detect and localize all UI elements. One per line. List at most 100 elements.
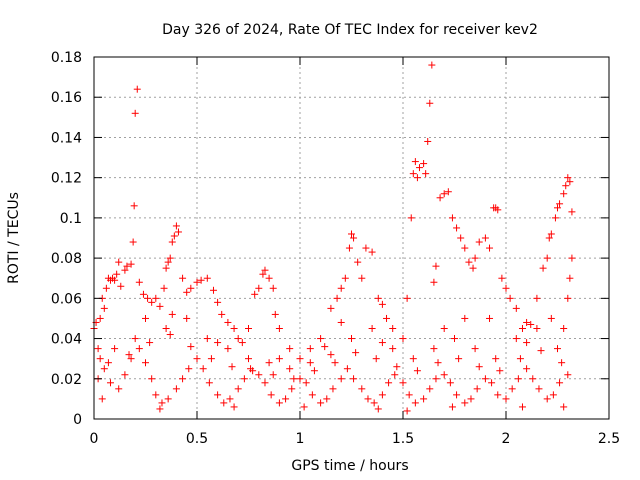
data-point	[275, 355, 283, 363]
data-point	[564, 174, 572, 182]
data-point	[547, 230, 555, 238]
plot-frame	[93, 56, 610, 420]
data-point	[302, 379, 310, 387]
data-point	[378, 391, 386, 399]
data-point	[566, 274, 574, 282]
data-point	[327, 304, 335, 312]
data-point	[358, 385, 366, 393]
data-point	[317, 335, 325, 343]
data-point	[564, 294, 572, 302]
data-point	[209, 286, 217, 294]
data-point	[337, 375, 345, 383]
data-point	[560, 325, 568, 332]
data-point	[240, 375, 248, 383]
data-point	[393, 363, 401, 371]
y-tick-label: 0.02	[51, 372, 82, 388]
data-point	[440, 190, 448, 198]
data-point	[121, 371, 129, 379]
data-point	[156, 302, 164, 310]
data-point	[129, 238, 137, 246]
data-point	[251, 290, 259, 298]
y-tick-label: 0.16	[51, 90, 82, 106]
data-point	[162, 325, 170, 332]
data-point	[135, 345, 143, 353]
data-point	[467, 395, 475, 403]
data-point	[230, 403, 238, 411]
data-point	[111, 345, 119, 353]
data-point	[275, 325, 283, 332]
x-tick-label: 1	[296, 431, 305, 447]
data-point	[368, 325, 376, 332]
data-point	[269, 371, 277, 379]
data-point	[391, 371, 399, 379]
data-point	[187, 343, 195, 351]
data-point	[183, 314, 191, 322]
data-point	[271, 310, 279, 318]
data-point	[455, 355, 463, 363]
data-point	[428, 61, 436, 69]
chart-title: Day 326 of 2024, Rate Of TEC Index for r…	[162, 22, 538, 38]
data-point	[562, 182, 570, 190]
data-point	[535, 385, 543, 393]
data-point	[199, 365, 207, 373]
data-point	[123, 262, 131, 270]
data-point	[290, 375, 298, 383]
data-point	[514, 375, 522, 383]
data-point	[350, 375, 358, 383]
data-point	[228, 363, 236, 371]
data-point	[286, 365, 294, 373]
data-point	[207, 355, 215, 363]
data-point	[267, 391, 275, 399]
data-point	[358, 274, 366, 282]
data-point	[131, 335, 139, 343]
data-point	[205, 379, 213, 387]
data-point	[430, 278, 438, 286]
data-point	[259, 270, 267, 278]
data-point	[461, 399, 469, 407]
data-point	[166, 254, 174, 262]
x-tick-label: 0.5	[186, 431, 208, 447]
data-point	[337, 284, 345, 292]
data-point	[164, 395, 172, 403]
data-point	[203, 274, 211, 282]
data-point	[551, 214, 559, 222]
data-point	[162, 264, 170, 272]
data-point	[364, 395, 372, 403]
data-point	[197, 276, 205, 284]
data-point	[440, 371, 448, 379]
data-point	[310, 367, 318, 375]
data-point	[451, 335, 458, 343]
data-point	[98, 395, 106, 403]
data-point	[564, 371, 572, 379]
data-point	[286, 345, 294, 353]
data-point	[457, 234, 465, 242]
data-point	[269, 284, 277, 292]
data-point	[434, 359, 442, 367]
data-point	[131, 109, 139, 117]
data-point	[568, 254, 576, 262]
data-point	[432, 375, 440, 383]
y-axis-label: ROTI / TECUs	[6, 192, 22, 284]
data-point	[399, 335, 407, 343]
data-point	[106, 379, 114, 387]
data-point	[218, 310, 226, 318]
data-point	[185, 365, 193, 373]
data-point	[331, 359, 339, 367]
data-point	[426, 385, 434, 393]
data-point	[430, 345, 438, 353]
data-point	[348, 230, 355, 238]
data-point	[533, 294, 541, 302]
data-point	[255, 371, 263, 379]
data-point	[496, 367, 504, 375]
data-point	[512, 304, 520, 312]
data-point	[193, 355, 201, 363]
data-point	[152, 391, 160, 399]
data-point	[446, 379, 454, 387]
data-point	[275, 399, 283, 407]
data-point	[321, 343, 329, 351]
data-point	[348, 335, 355, 343]
data-point	[486, 314, 494, 322]
data-point	[125, 351, 133, 359]
data-point	[523, 339, 531, 347]
